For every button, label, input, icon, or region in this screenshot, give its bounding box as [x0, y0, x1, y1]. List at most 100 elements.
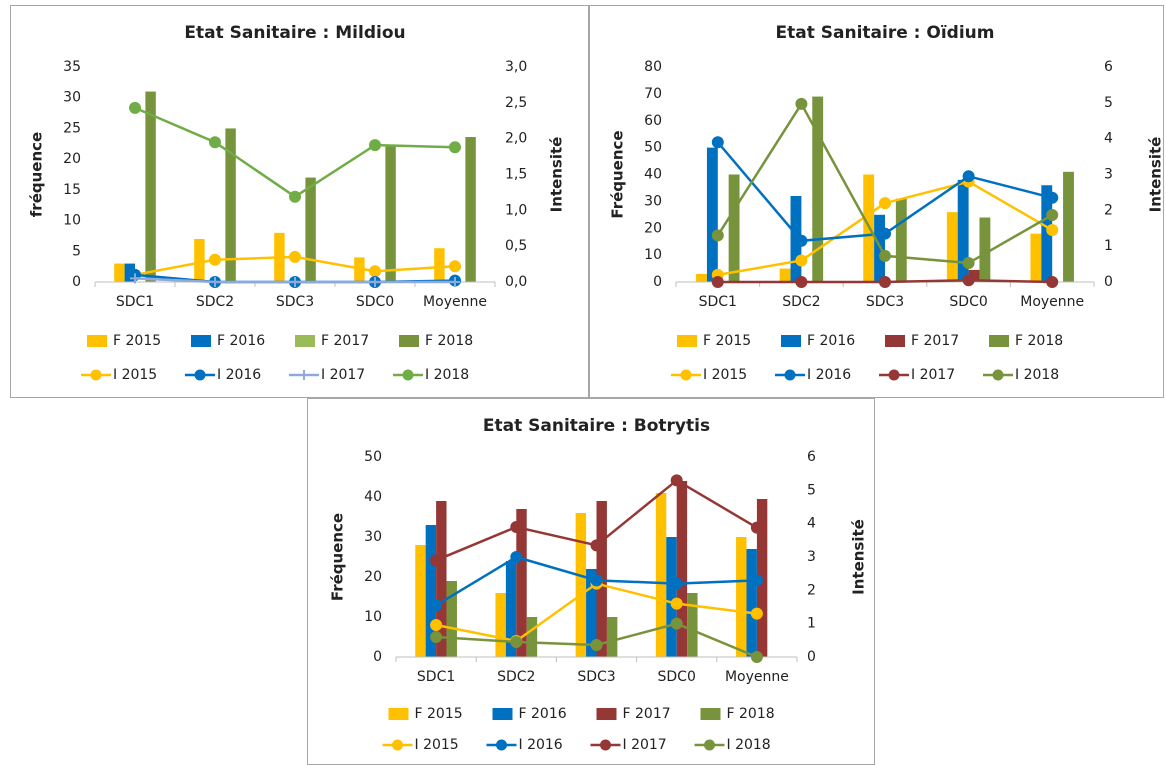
legend-label: F 2018 — [727, 706, 775, 722]
chart: Etat Sanitaire : Botrytis 0 10 20 30 40 50 0 1 2 3… — [307, 398, 875, 765]
bar — [957, 179, 969, 282]
y-tick-label: 25 — [63, 120, 81, 136]
x-tick-label: SDC1 — [116, 294, 154, 310]
y2-tick-label: 3 — [1104, 167, 1113, 183]
y2-tick-label: 2 — [1104, 202, 1113, 218]
legend-swatch — [781, 335, 801, 347]
line-marker — [750, 521, 763, 534]
y2-tick-label: 5 — [807, 482, 816, 498]
y-tick-label: 10 — [364, 609, 382, 625]
y-tick-label: 0 — [653, 274, 662, 290]
bar — [385, 145, 396, 282]
chart-title: Etat Sanitaire : Botrytis — [483, 416, 710, 436]
y2-tick-label: 3,0 — [505, 59, 527, 75]
bar — [526, 617, 538, 657]
line-marker — [750, 607, 763, 620]
chart-frame — [10, 5, 589, 398]
line-marker — [711, 229, 724, 242]
y2-tick-label: 0,0 — [505, 274, 527, 290]
bar — [706, 147, 718, 282]
line-marker — [795, 97, 808, 110]
y2-tick-label: 0 — [807, 649, 816, 665]
y-tick-label: 35 — [63, 59, 81, 75]
y-tick-label: 40 — [644, 167, 662, 183]
bar — [425, 525, 437, 657]
y2-tick-label: 0,5 — [505, 238, 527, 254]
x-tick-label: SDC3 — [577, 669, 615, 685]
y-tick-label: 20 — [63, 151, 81, 167]
bar — [1030, 233, 1042, 282]
y-tick-label: 70 — [644, 86, 662, 102]
legend-marker — [402, 369, 414, 381]
line-marker — [670, 597, 683, 610]
line-marker — [369, 139, 381, 152]
line-marker — [879, 227, 891, 240]
legend-label: F 2018 — [425, 333, 473, 349]
bar — [606, 617, 618, 657]
legend-marker — [299, 370, 309, 380]
y-tick-label: 15 — [63, 182, 81, 198]
bar — [465, 137, 476, 282]
y-tick-label: 40 — [364, 489, 382, 505]
y-tick-label: 50 — [644, 140, 662, 156]
legend-label: F 2018 — [1015, 333, 1063, 349]
legend-swatch — [399, 335, 419, 347]
y-tick-label: 0 — [72, 274, 81, 290]
bar — [812, 96, 824, 282]
bar — [145, 91, 156, 282]
bar — [968, 269, 980, 282]
legend-marker — [392, 739, 403, 751]
legend-label: I 2017 — [623, 737, 667, 753]
bar — [436, 501, 447, 657]
bar — [728, 174, 740, 282]
y2-tick-label: 2,0 — [505, 131, 527, 147]
line-marker — [879, 197, 891, 210]
x-tick-label: SDC2 — [782, 294, 820, 310]
y-axis-label: Fréquence — [609, 130, 627, 218]
line-marker — [430, 631, 443, 643]
legend-label: I 2017 — [911, 367, 955, 383]
line-marker — [370, 277, 380, 287]
line-marker — [879, 276, 891, 288]
legend-label: I 2018 — [1015, 367, 1059, 383]
line-marker — [670, 617, 683, 630]
line-marker — [711, 276, 724, 288]
x-tick-label: Moyenne — [1020, 294, 1084, 310]
legend-label: I 2015 — [415, 737, 459, 753]
legend-marker — [680, 369, 692, 381]
x-tick-label: SDC1 — [699, 294, 737, 310]
line-marker — [962, 170, 975, 183]
bar — [194, 239, 205, 282]
y2-tick-label: 1,0 — [505, 202, 527, 218]
x-tick-label: SDC2 — [497, 669, 535, 685]
bar — [434, 248, 445, 282]
line-marker — [209, 136, 221, 149]
legend-label: F 2017 — [911, 333, 959, 349]
bar — [415, 545, 426, 657]
y2-tick-label: 4 — [807, 516, 816, 532]
legend-label: I 2015 — [113, 367, 157, 383]
line-marker — [795, 254, 808, 267]
legend-marker — [784, 369, 796, 381]
line-marker — [590, 574, 603, 587]
bar — [746, 549, 757, 657]
bar — [655, 493, 667, 657]
line-marker — [1046, 191, 1059, 204]
line-marker — [795, 234, 808, 247]
line-marker — [1046, 208, 1059, 221]
legend-swatch — [989, 335, 1009, 347]
chart-title: Etat Sanitaire : Mildiou — [184, 23, 405, 43]
legend-swatch — [596, 708, 617, 720]
y2-tick-label: 1 — [807, 616, 816, 632]
bar — [779, 268, 791, 282]
y-tick-label: 5 — [72, 243, 81, 259]
line-marker — [750, 574, 763, 587]
line-marker — [129, 101, 141, 114]
legend-label: I 2018 — [425, 367, 469, 383]
line-marker — [449, 260, 461, 273]
line-marker — [290, 277, 300, 287]
y2-axis-label: Intensité — [548, 137, 566, 213]
bar — [114, 263, 125, 282]
legend-marker — [90, 369, 102, 381]
line-marker — [670, 577, 683, 590]
